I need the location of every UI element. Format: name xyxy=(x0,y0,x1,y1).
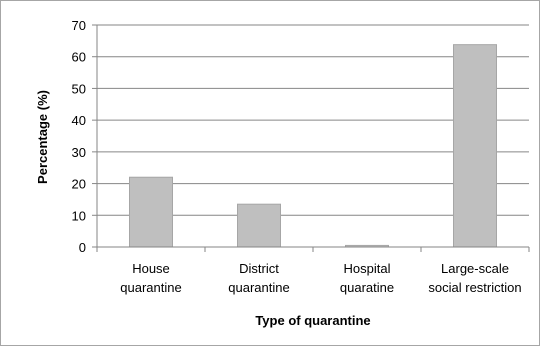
x-axis-title: Type of quarantine xyxy=(255,313,370,328)
y-tick-label: 60 xyxy=(72,50,86,65)
x-axis-category-labels: House quarantine District quarantine Hospita… xyxy=(120,261,521,295)
bars xyxy=(130,45,497,247)
y-axis-ticks: 0 10 20 30 40 50 60 70 xyxy=(72,18,97,255)
y-tick-label: 30 xyxy=(72,145,86,160)
bar xyxy=(238,204,281,247)
y-tick-label: 70 xyxy=(72,18,86,33)
x-category-label: Large-scale social restriction xyxy=(428,261,521,295)
y-tick-label: 10 xyxy=(72,208,86,223)
y-tick-label: 40 xyxy=(72,113,86,128)
x-category-label: District quarantine xyxy=(228,261,289,295)
y-tick-label: 20 xyxy=(72,177,86,192)
x-category-label: Hospital quaratine xyxy=(340,261,394,295)
y-tick-label: 0 xyxy=(79,240,86,255)
x-category-label: House quarantine xyxy=(120,261,181,295)
y-axis-title: Percentage (%) xyxy=(35,90,50,184)
bar xyxy=(130,177,173,247)
bar xyxy=(454,45,497,247)
y-tick-label: 50 xyxy=(72,81,86,96)
